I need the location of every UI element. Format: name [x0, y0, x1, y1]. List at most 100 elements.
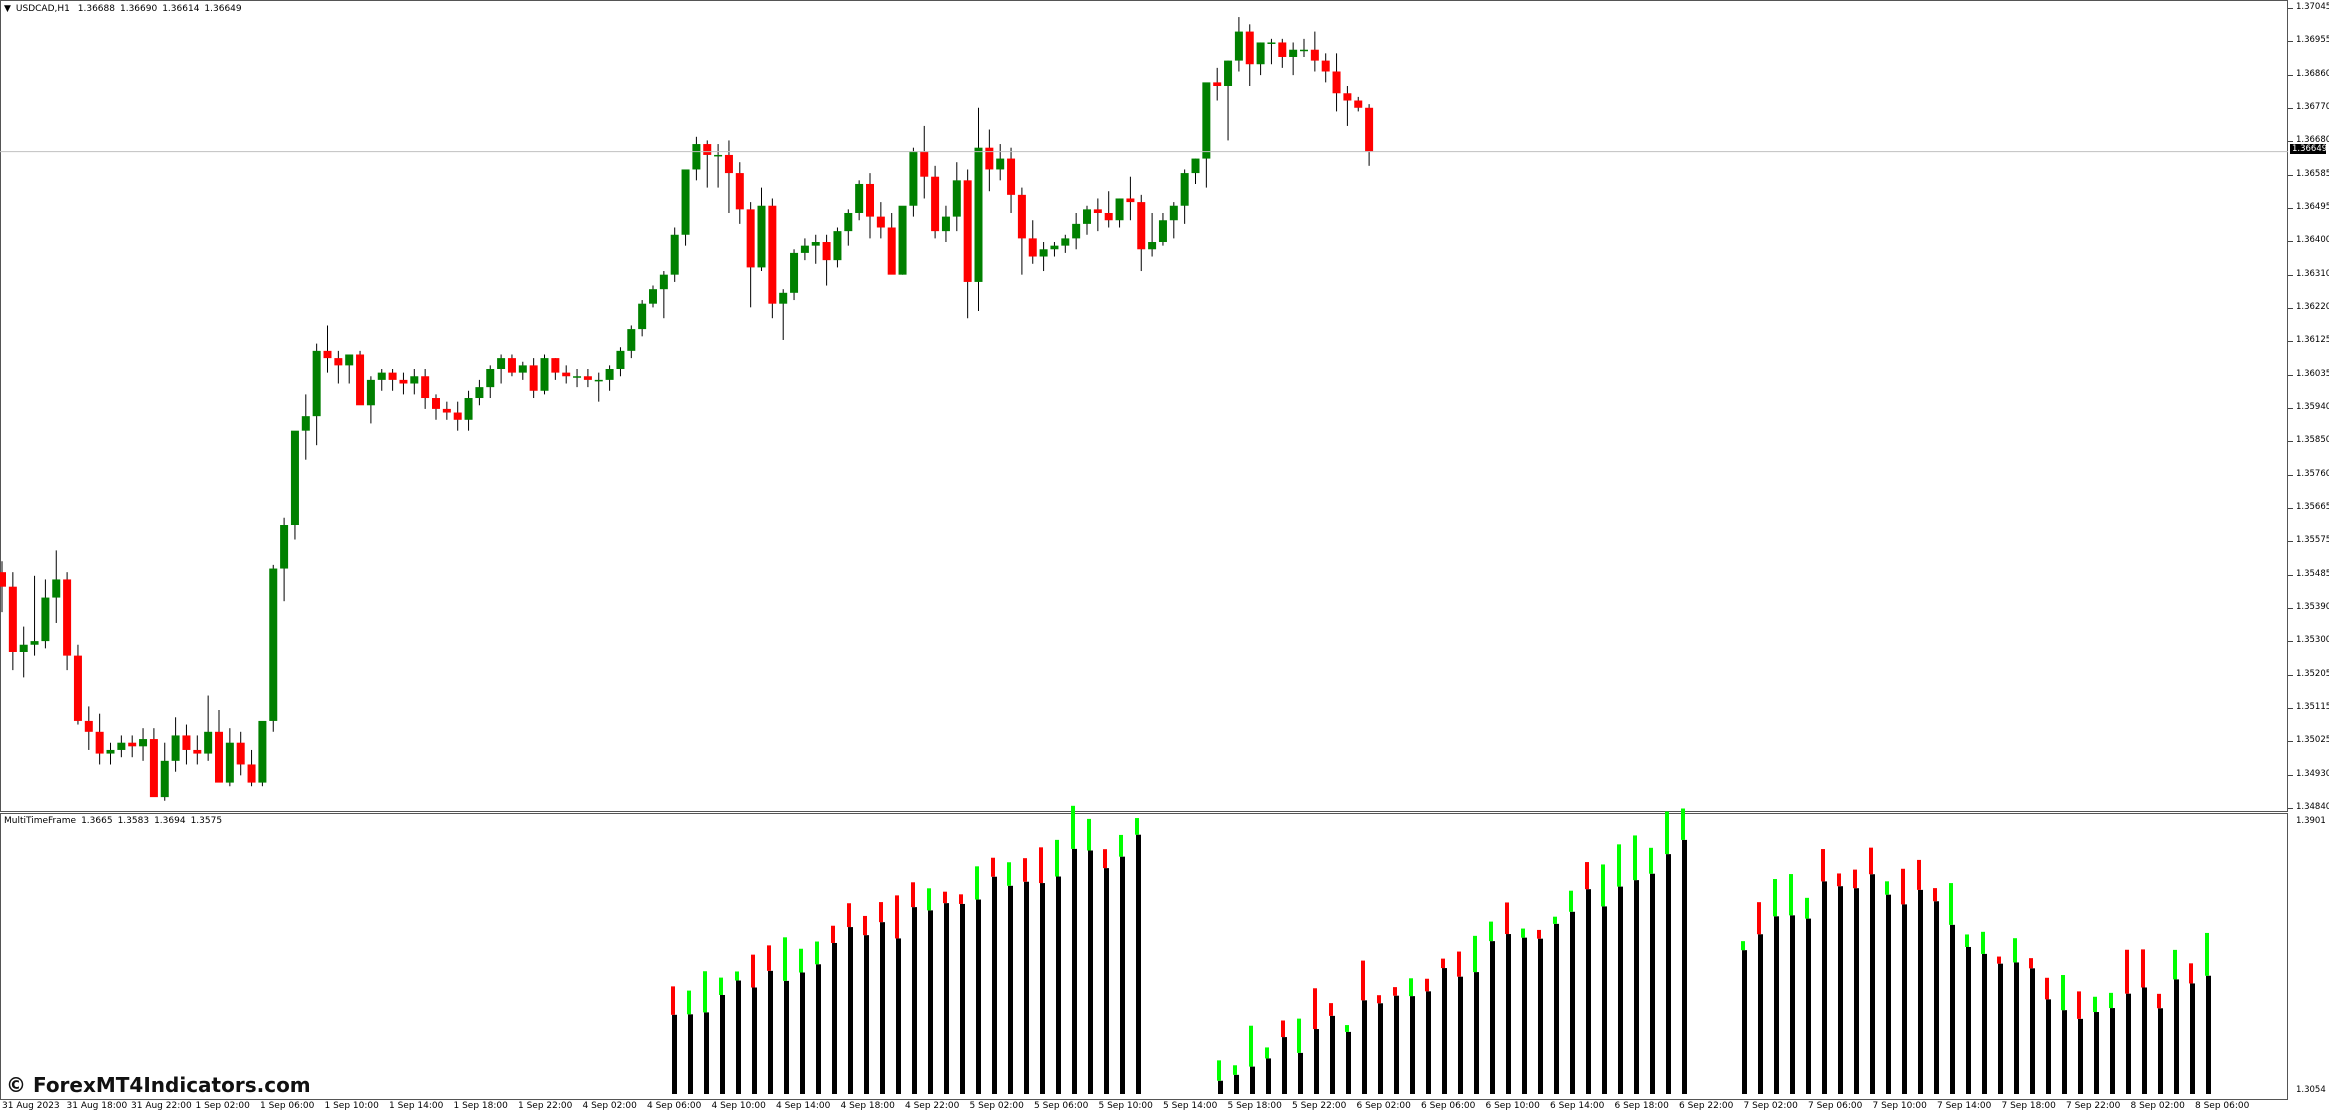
indicator-bar-cap [1249, 1025, 1253, 1067]
candle-body [8, 586, 17, 652]
candle-body [779, 292, 788, 304]
candle-body [616, 350, 625, 369]
price-axis-tick [2288, 508, 2293, 509]
candle-body [1180, 173, 1189, 206]
time-axis-label: 31 Aug 18:00 [66, 1101, 128, 1111]
indicator-bar [1378, 1003, 1383, 1094]
indicator-bar-cap [1377, 995, 1381, 1004]
indicator-bar-cap [1933, 888, 1937, 902]
candle-body [388, 372, 397, 380]
candle-body [790, 252, 799, 293]
candle-body [1202, 82, 1211, 159]
time-axis-label: 5 Sep 02:00 [969, 1101, 1024, 1111]
indicator-bar-cap [1055, 839, 1059, 877]
candle-body [1213, 82, 1222, 87]
candle-body [399, 379, 408, 384]
price-axis-tick [2288, 74, 2293, 76]
indicator-bar [1218, 1080, 1223, 1094]
indicator-bar-cap [879, 902, 883, 923]
indicator-bar-cap [1023, 858, 1027, 882]
price-axis-label: 1.35205 [2296, 668, 2329, 679]
indicator-bar-cap [847, 903, 851, 928]
price-axis-label: 1.36955 [2296, 35, 2329, 46]
indicator-bar-cap [1441, 958, 1445, 969]
candle-body [160, 760, 169, 798]
indicator-bar-cap [2173, 949, 2177, 980]
price-axis-tick [2288, 541, 2293, 543]
candle-body [106, 749, 115, 754]
time-axis-label: 7 Sep 14:00 [1937, 1101, 1992, 1111]
candle-body [1365, 107, 1374, 152]
indicator-bar [1998, 963, 2003, 1094]
indicator-bar [1024, 881, 1029, 1094]
candle-body [952, 180, 961, 217]
candle-body [1061, 238, 1070, 246]
candle-body [876, 216, 885, 228]
indicator-bar [720, 994, 725, 1094]
indicator-bar-cap [1409, 978, 1413, 997]
dropdown-triangle-icon[interactable]: ▼ [4, 4, 11, 14]
indicator-bar-cap [1789, 874, 1793, 916]
candle-body [1310, 49, 1319, 61]
indicator-bar-cap [1087, 818, 1091, 851]
indicator-bar [1742, 950, 1747, 1094]
candle-body [887, 227, 896, 275]
indicator-bar [768, 970, 773, 1094]
indicator-bar [1618, 886, 1623, 1094]
candle-body [757, 205, 766, 268]
price-axis-label: 1.36680 [2296, 135, 2329, 146]
price-axis-tick [2288, 641, 2293, 643]
candle-body [866, 183, 874, 217]
indicator-bar-cap [703, 971, 707, 1013]
candle-body [1289, 49, 1298, 57]
price-axis-tick [2288, 8, 2293, 9]
candle-body [84, 720, 93, 732]
indicator-bar-cap [1681, 808, 1685, 840]
indicator-bar-cap [1119, 834, 1123, 857]
indicator-bar-cap [1997, 956, 2001, 964]
indicator-bar-cap [1617, 844, 1621, 887]
indicator-bar [1410, 996, 1415, 1094]
time-axis-label: 7 Sep 10:00 [1872, 1101, 1927, 1111]
indicator-bar [1362, 1000, 1367, 1094]
price-axis-tick [2288, 274, 2293, 276]
time-axis-label: 31 Aug 22:00 [131, 1101, 192, 1111]
indicator-bar-cap [863, 915, 867, 936]
indicator-bar-cap [2013, 938, 2017, 963]
indicator-value-2: 1.3583 [117, 816, 150, 826]
price-axis-label: 1.36125 [2296, 335, 2329, 346]
indicator-axis-bottom: 1.3054 [2296, 1085, 2326, 1095]
candle-body [855, 183, 864, 213]
indicator-bar [1982, 953, 1987, 1094]
indicator-bar [1040, 883, 1045, 1094]
time-axis-label: 7 Sep 06:00 [1808, 1101, 1863, 1111]
indicator-bar [1854, 888, 1859, 1094]
indicator-bar [976, 899, 981, 1094]
indicator-bar-cap [1853, 869, 1857, 889]
candle-body [63, 579, 72, 656]
candle-body [931, 176, 940, 232]
price-axis-label: 1.34930 [2296, 768, 2329, 779]
candle-body [1072, 223, 1081, 239]
candle-body [356, 354, 365, 406]
indicator-bar [944, 903, 949, 1094]
indicator-bar-cap [2157, 993, 2161, 1009]
candle-body [529, 365, 538, 391]
candle-body [432, 398, 440, 409]
candle-body [1354, 100, 1363, 108]
candle-body [117, 742, 126, 750]
indicator-bar-cap [735, 971, 739, 981]
indicator-bar-cap [1393, 987, 1397, 996]
candle-body [1300, 49, 1308, 52]
candle-body [583, 376, 592, 380]
price-axis-label: 1.36770 [2296, 102, 2329, 112]
time-axis-label: 1 Sep 18:00 [453, 1101, 508, 1111]
candle-body [963, 180, 972, 282]
indicator-bar [2094, 1012, 2099, 1094]
candle-body [627, 329, 636, 351]
main-chart-panel[interactable] [0, 0, 2288, 812]
candle-body [345, 354, 354, 366]
indicator-bar-cap [719, 977, 723, 995]
candle-body [1137, 202, 1146, 250]
